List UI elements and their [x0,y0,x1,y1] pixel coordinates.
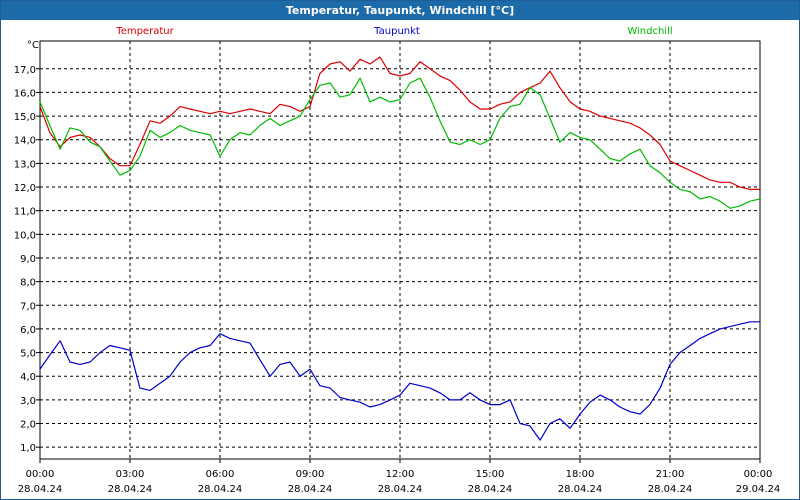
chart-grid [40,41,760,459]
x-tick-date-label: 28.04.24 [288,484,333,495]
y-tick-label: 15,0 [14,112,36,123]
x-tick-date-label: 28.04.24 [198,484,243,495]
x-tick-time-label: 00:00 [744,469,773,480]
y-tick-label: 10,0 [14,230,36,241]
x-tick-date-label: 29.04.24 [736,484,781,495]
y-tick-label: 17,0 [14,65,36,76]
y-tick-label: 3,0 [20,396,36,407]
window-title: Temperatur, Taupunkt, Windchill [°C] [1,1,799,20]
x-tick-time-label: 18:00 [566,469,595,480]
y-tick-label: 1,0 [20,443,36,454]
x-tick-time-label: 15:00 [476,469,505,480]
y-tick-label: 4,0 [20,372,36,383]
x-tick-time-label: 00:00 [26,469,55,480]
x-tick-time-label: 12:00 [386,469,415,480]
y-tick-label: 9,0 [20,254,36,265]
y-tick-label: 6,0 [20,325,36,336]
x-tick-time-label: 09:00 [296,469,325,480]
legend-entry-temperatur: Temperatur [115,26,174,37]
x-tick-date-label: 28.04.24 [108,484,153,495]
chart-series-layer [39,56,761,441]
y-tick-label: 16,0 [14,88,36,99]
x-tick-time-label: 21:00 [656,469,685,480]
y-tick-label: 8,0 [20,278,36,289]
x-tick-time-label: 03:00 [116,469,145,480]
y-tick-label: 11,0 [14,207,36,218]
y-tick-label: 13,0 [14,159,36,170]
legend-entry-windchill: Windchill [627,26,672,37]
y-tick-label: 14,0 [14,136,36,147]
chart-legend: Temperatur Taupunkt Windchill [115,26,672,37]
y-tick-label: 12,0 [14,183,36,194]
y-axis-label: °C [27,40,39,51]
series-line-windchill [39,77,761,209]
y-tick-label: 7,0 [20,301,36,312]
x-tick-date-label: 28.04.24 [378,484,423,495]
series-line-taupunkt [39,321,760,441]
x-tick-date-label: 28.04.24 [468,484,513,495]
x-tick-date-label: 28.04.24 [648,484,693,495]
x-tick-date-label: 28.04.24 [558,484,603,495]
x-tick-date-label: 28.04.24 [18,484,63,495]
series-line-temperatur [39,56,760,190]
x-axis: 00:00 28.04.24 03:00 28.04.24 06:00 28.04.24 0… [18,459,781,495]
y-axis: 1,0 2,0 3,0 4,0 5,0 6,0 7,0 8,0 9,0 10,0 11,0 12,0 1… [14,65,40,454]
y-tick-label: 5,0 [20,349,36,360]
legend-entry-taupunkt: Taupunkt [373,26,420,37]
y-tick-label: 2,0 [20,420,36,431]
x-tick-time-label: 06:00 [206,469,235,480]
